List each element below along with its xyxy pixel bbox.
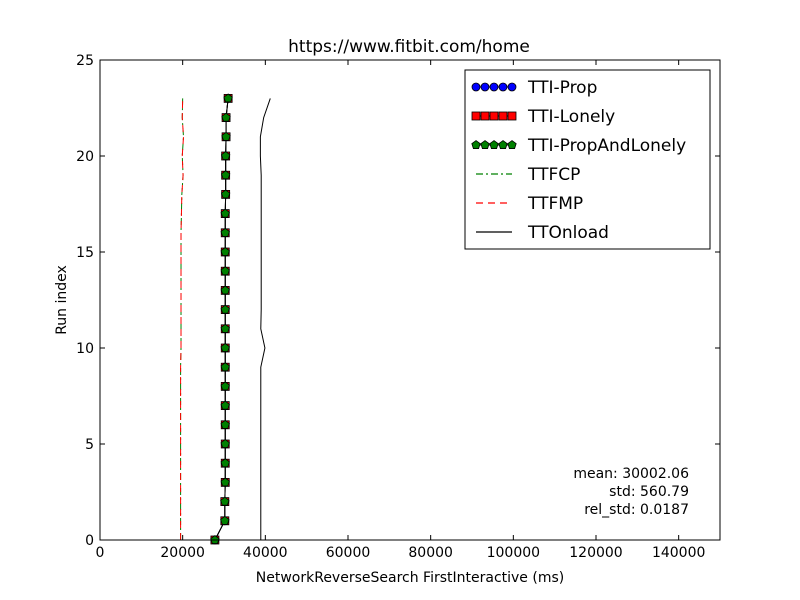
series-ttonload xyxy=(259,98,271,540)
legend-label: TTFMP xyxy=(527,194,583,214)
data-point xyxy=(220,151,231,160)
data-point xyxy=(220,170,231,180)
legend-entry: TTI-PropAndLonely xyxy=(471,136,686,156)
legend-marker xyxy=(507,111,517,121)
axis-ticks: 0 20000 40000 60000 80000 100000 120000 140000 0… xyxy=(76,53,720,561)
legend-label: TTI-Lonely xyxy=(527,107,615,127)
data-point xyxy=(220,515,230,525)
y-tick-label: 5 xyxy=(85,437,94,453)
data-point xyxy=(220,400,230,410)
x-tick-label: 140000 xyxy=(652,545,705,561)
legend-marker xyxy=(507,82,517,92)
series-line xyxy=(180,98,184,540)
y-tick-label: 10 xyxy=(76,341,94,357)
data-point xyxy=(220,266,230,276)
data-point xyxy=(220,496,230,506)
x-axis-label: NetworkReverseSearch FirstInteractive (m… xyxy=(256,570,564,586)
plot-frame xyxy=(99,59,721,541)
data-point xyxy=(220,227,230,237)
y-tick-label: 0 xyxy=(85,533,94,549)
legend: TTI-Prop TTI-Lonely TTI-PropAndLonely TTFCP… xyxy=(464,69,711,250)
data-point xyxy=(221,131,231,141)
data-point xyxy=(220,189,231,199)
y-axis-label: Run index xyxy=(54,265,70,335)
y-tick-label: 15 xyxy=(76,245,94,261)
legend-entry: TTI-Lonely xyxy=(471,107,615,127)
data-point xyxy=(221,112,231,122)
legend-marker xyxy=(489,82,499,92)
x-tick-label: 60000 xyxy=(326,545,371,561)
x-tick-label: 0 xyxy=(96,545,105,561)
legend-box xyxy=(464,69,711,250)
stats-annotation: mean: 30002.06 std: 560.79 rel_std: 0.01… xyxy=(573,466,689,518)
data-point xyxy=(220,323,230,333)
data-point xyxy=(220,439,230,448)
legend-marker xyxy=(480,111,490,121)
x-tick-label: 20000 xyxy=(160,545,205,561)
data-point xyxy=(220,419,230,429)
data-point xyxy=(220,458,230,468)
legend-marker xyxy=(471,140,481,149)
data-point xyxy=(223,93,233,103)
data-point xyxy=(220,304,230,314)
legend-marker xyxy=(489,111,499,121)
data-point xyxy=(220,477,230,487)
x-tick-label: 80000 xyxy=(408,545,453,561)
legend-entry: TTFCP xyxy=(476,165,580,185)
data-point xyxy=(220,285,230,295)
legend-marker xyxy=(480,82,490,92)
data-point xyxy=(220,381,230,391)
legend-marker xyxy=(489,140,499,149)
legend-label: TTI-Prop xyxy=(527,78,597,98)
legend-label: TTI-PropAndLonely xyxy=(527,136,686,156)
data-point xyxy=(220,247,230,256)
x-tick-label: 120000 xyxy=(569,545,622,561)
legend-marker xyxy=(507,140,517,149)
legend-label: TTOnload xyxy=(527,223,609,243)
stats-mean: mean: 30002.06 xyxy=(573,466,689,482)
legend-marker xyxy=(498,82,508,92)
data-point xyxy=(220,208,230,218)
plot-area xyxy=(180,93,271,545)
x-tick-label: 100000 xyxy=(487,545,540,561)
y-tick-label: 20 xyxy=(76,149,94,165)
series-ttfmp xyxy=(180,98,184,540)
legend-marker xyxy=(480,140,490,149)
legend-marker xyxy=(471,82,481,92)
legend-entry: TTFMP xyxy=(476,194,583,214)
legend-label: TTFCP xyxy=(527,165,580,185)
legend-marker xyxy=(471,111,481,121)
stats-std: std: 560.79 xyxy=(609,484,689,500)
x-tick-label: 40000 xyxy=(243,545,288,561)
chart-title: https://www.fitbit.com/home xyxy=(288,37,530,57)
legend-entry: TTI-Prop xyxy=(471,78,597,98)
data-point xyxy=(220,362,230,372)
series-tti-propandlonely xyxy=(210,93,233,544)
stats-rel-std: rel_std: 0.0187 xyxy=(584,502,689,518)
series-tti-lonely xyxy=(210,94,233,545)
y-tick-label: 25 xyxy=(76,53,94,69)
series-line xyxy=(214,98,229,541)
legend-marker xyxy=(498,111,508,121)
series-tti-prop xyxy=(210,94,233,545)
legend-entry: TTOnload xyxy=(476,223,609,243)
data-point xyxy=(220,343,230,352)
legend-marker xyxy=(498,140,508,149)
series-line xyxy=(259,98,271,540)
